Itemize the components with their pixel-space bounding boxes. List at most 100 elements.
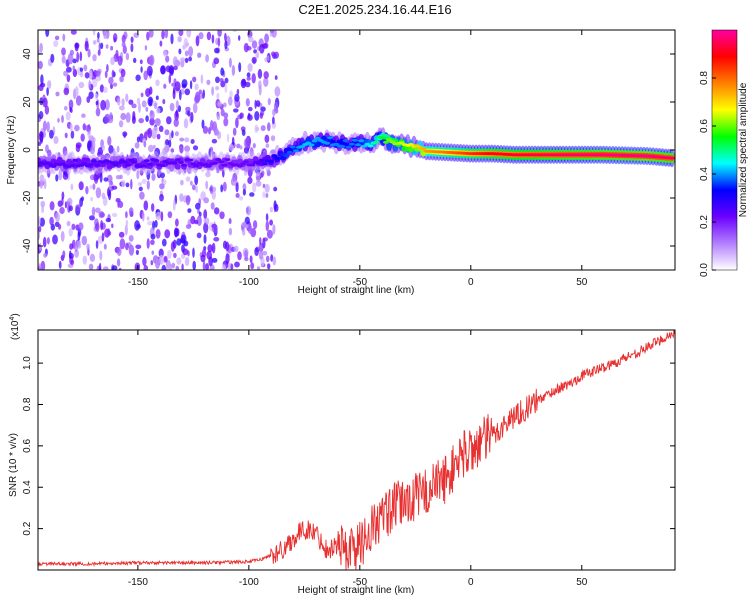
ridge-blob [122, 160, 128, 164]
noise-blob [244, 81, 251, 88]
ridge-blob [286, 150, 293, 154]
noise-blob [248, 106, 253, 112]
ridge-blob [351, 138, 358, 142]
noise-blob [62, 250, 66, 259]
noise-blob [234, 261, 240, 268]
noise-blob [258, 85, 262, 96]
noise-blob [107, 228, 111, 237]
noise-blob [161, 264, 167, 270]
noise-blob [75, 86, 79, 97]
noise-blob [150, 239, 155, 245]
noise-blob [109, 112, 113, 121]
x-tick-label: -150 [128, 277, 148, 288]
noise-blob [173, 252, 177, 259]
noise-blob [108, 76, 114, 85]
noise-blob [68, 99, 74, 110]
noise-blob [220, 184, 224, 193]
x-tick-label: 0 [468, 577, 474, 588]
noise-blob [163, 50, 167, 57]
noise-blob [241, 129, 246, 136]
ridge-blob [311, 139, 318, 143]
noise-blob [167, 211, 173, 219]
ridge-blob [212, 161, 219, 165]
noise-blob [217, 37, 221, 47]
noise-blob [244, 249, 249, 260]
noise-blob [58, 224, 62, 230]
noise-blob [118, 267, 122, 270]
noise-blob [125, 112, 131, 123]
noise-blob [274, 86, 281, 97]
noise-blob [124, 224, 128, 236]
noise-blob [142, 211, 145, 222]
noise-blob [195, 185, 198, 193]
noise-blob [119, 238, 126, 250]
noise-blob [180, 59, 185, 68]
noise-blob [211, 86, 215, 96]
noise-blob [259, 112, 263, 119]
noise-blob [209, 184, 214, 195]
figure-title: C2E1.2025.234.16.44.E16 [298, 2, 452, 17]
noise-blob [192, 260, 196, 270]
noise-blob [118, 231, 125, 238]
noise-blob [269, 206, 273, 213]
noise-blob [43, 178, 47, 190]
noise-blob [105, 217, 112, 223]
y-tick-label: 0.2 [22, 521, 33, 535]
noise-blob [68, 252, 74, 260]
noise-blob [222, 240, 228, 249]
noise-blob [165, 139, 170, 146]
noise-blob [155, 229, 161, 239]
ridge-blob [308, 143, 315, 147]
ridge-blob [358, 139, 365, 143]
noise-blob [149, 110, 153, 116]
noise-blob [206, 31, 212, 41]
colorbar-ticks: 0.0 0.2 0.4 0.6 0.8 [699, 71, 716, 277]
noise-blob [255, 171, 261, 183]
noise-blob [184, 88, 191, 96]
noise-blob [125, 93, 129, 102]
noise-blob [175, 265, 180, 270]
noise-blob [134, 220, 141, 231]
noise-blob [70, 259, 75, 266]
noise-blob [121, 41, 126, 48]
noise-blob [121, 98, 125, 107]
noise-blob [86, 243, 90, 250]
noise-blob [242, 183, 247, 191]
noise-blob [65, 111, 71, 121]
noise-blob [143, 141, 147, 148]
noise-blob [74, 243, 78, 253]
noise-blob [274, 75, 278, 80]
noise-blob [265, 213, 269, 222]
noise-blob [233, 108, 239, 113]
noise-blob [91, 140, 96, 151]
noise-blob [211, 242, 216, 254]
noise-blob [40, 260, 46, 270]
noise-blob [38, 60, 43, 70]
ridge-blob [190, 162, 197, 166]
noise-blob [110, 45, 114, 51]
noise-blob [119, 75, 124, 83]
noise-blob [107, 136, 112, 146]
noise-blob [263, 71, 269, 79]
noise-blob [155, 95, 159, 101]
noise-blob [248, 36, 254, 43]
noise-blob [100, 42, 104, 49]
noise-blob [269, 30, 275, 34]
noise-blob [249, 255, 253, 263]
noise-blob [175, 100, 179, 109]
noise-blob [254, 111, 260, 121]
noise-blob [46, 237, 50, 245]
noise-blob [172, 56, 178, 67]
noise-blob [162, 98, 166, 105]
noise-blob [92, 183, 96, 190]
noise-blob [52, 234, 58, 245]
noise-blob [185, 176, 191, 182]
noise-blob [262, 250, 268, 256]
noise-blob [184, 50, 189, 57]
noise-blob [159, 254, 164, 265]
noise-blob [39, 133, 44, 144]
noise-blob [61, 191, 65, 200]
noise-blob [49, 216, 54, 226]
noise-blob [254, 247, 259, 256]
noise-blob [202, 261, 206, 270]
